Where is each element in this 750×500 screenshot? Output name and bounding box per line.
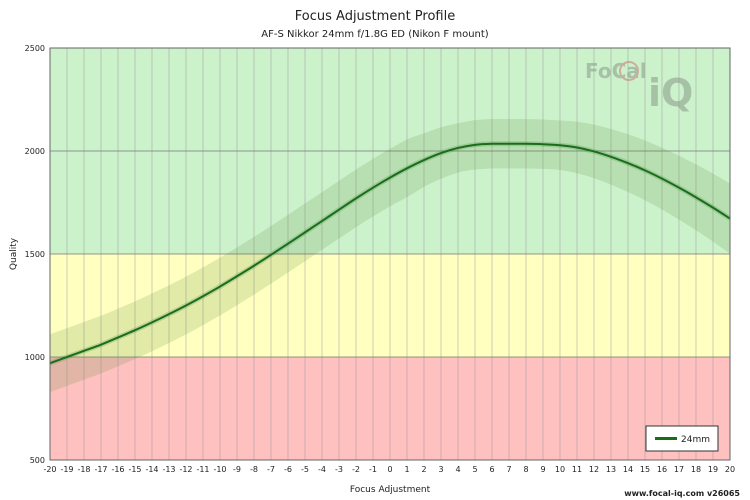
x-tick-label: -16 (111, 465, 124, 474)
x-tick-label: -15 (128, 465, 141, 474)
y-axis-label: Quality (9, 237, 19, 270)
chart-subtitle: AF-S Nikkor 24mm f/1.8G ED (Nikon F moun… (261, 29, 489, 40)
y-tick-label: 2000 (25, 147, 45, 156)
y-tick-label: 1500 (25, 250, 45, 259)
x-tick-label: 11 (572, 465, 582, 474)
x-tick-label: 6 (489, 465, 494, 474)
x-tick-label: -9 (233, 465, 241, 474)
x-tick-label: -10 (213, 465, 226, 474)
x-tick-label: 3 (438, 465, 443, 474)
x-tick-label: 12 (589, 465, 599, 474)
x-tick-label: -4 (318, 465, 326, 474)
x-tick-label: -18 (77, 465, 90, 474)
series-line-0 (49, 142, 731, 365)
footer-text: www.focal-iq.com v26065 (624, 489, 740, 498)
y-tick-label: 500 (30, 456, 45, 465)
legend-label: 24mm (681, 435, 710, 445)
x-tick-label: -5 (301, 465, 309, 474)
x-tick-label: -1 (369, 465, 377, 474)
y-tick-label: 1000 (25, 353, 45, 362)
x-tick-label: 18 (691, 465, 701, 474)
x-tick-label: 8 (523, 465, 528, 474)
x-tick-label: -3 (335, 465, 343, 474)
x-tick-label: -13 (162, 465, 175, 474)
x-tick-label: 16 (657, 465, 667, 474)
x-tick-label: 9 (540, 465, 545, 474)
x-tick-label: 19 (708, 465, 718, 474)
x-tick-label: -2 (352, 465, 360, 474)
x-tick-label: -17 (94, 465, 107, 474)
svg-text:FoCal: FoCal (585, 59, 647, 83)
x-tick-label: -11 (196, 465, 209, 474)
focal-iq-watermark: FoCal iQ (585, 59, 693, 115)
x-axis-label: Focus Adjustment (350, 485, 431, 495)
x-tick-label: 4 (455, 465, 460, 474)
x-tick-label: -6 (284, 465, 292, 474)
x-tick-label: 17 (674, 465, 684, 474)
legend: 24mm (645, 425, 719, 452)
x-tick-label: 10 (555, 465, 565, 474)
x-tick-label: -8 (250, 465, 258, 474)
x-tick-label: 14 (623, 465, 633, 474)
x-tick-label: -19 (60, 465, 73, 474)
confidence-band-0 (50, 118, 730, 393)
chart-title: Focus Adjustment Profile (295, 9, 455, 24)
x-tick-label: 5 (472, 465, 477, 474)
x-tick-label: -12 (179, 465, 192, 474)
plot-border (49, 47, 731, 461)
x-tick-label: 1 (404, 465, 409, 474)
svg-text:iQ: iQ (648, 71, 693, 115)
y-tick-label: 2500 (25, 44, 45, 53)
x-tick-label: 7 (506, 465, 511, 474)
y-axis-ticks: 500 1000 1500 2000 2500 (25, 44, 45, 465)
x-tick-label: -20 (43, 465, 56, 474)
x-tick-label: -14 (145, 465, 158, 474)
x-tick-label: -7 (267, 465, 275, 474)
x-tick-label: 2 (421, 465, 426, 474)
grid-lines (49, 47, 731, 461)
series-lines (49, 141, 732, 366)
x-axis-ticks: -20 -19 -18 -17 -16 -15 -14 -13 -12 -11 -10 -9 -8 -7-… (43, 465, 735, 474)
x-tick-label: 13 (606, 465, 616, 474)
series-bands (50, 118, 730, 393)
x-tick-label: 15 (640, 465, 650, 474)
x-tick-label: 0 (387, 465, 392, 474)
x-tick-label: 20 (725, 465, 735, 474)
